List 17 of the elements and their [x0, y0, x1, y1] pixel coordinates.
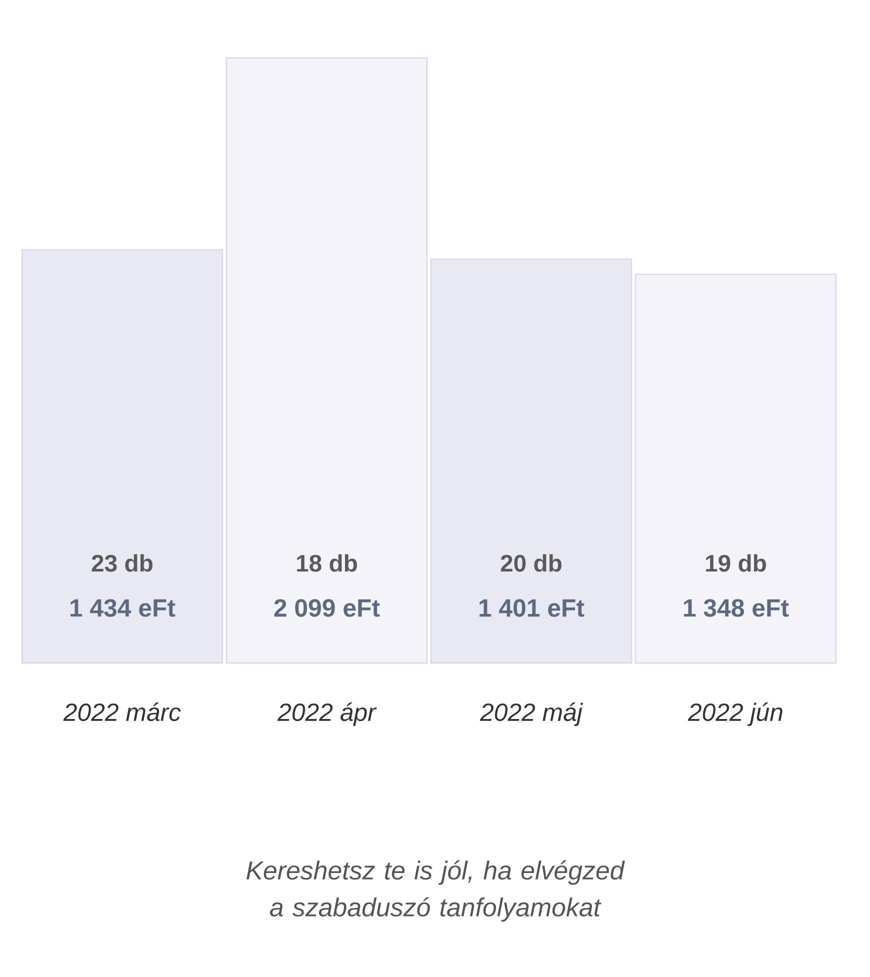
- annotation: 18 db: [297, 554, 357, 572]
- bar: [634, 274, 837, 664]
- x-tick-label: 2022 ápr: [277, 702, 377, 726]
- bar: [226, 57, 428, 664]
- annotation: 23 db: [92, 554, 152, 572]
- data-label: 1 348 eFt: [684, 599, 789, 617]
- x-tick-label: 2022 márc: [63, 702, 181, 722]
- x-tick-label: 2022 jún: [688, 702, 782, 726]
- bar: [21, 249, 224, 664]
- x-tick-label: 2022 máj: [480, 702, 584, 726]
- data-label: 1 434 eFt: [70, 599, 176, 617]
- data-label: 2 099 eFt: [274, 599, 380, 617]
- annotation: 19 db: [706, 554, 766, 572]
- text: Kereshetsz te is jól, ha elvégzed a szabaduszó tanfolyamokat: [246, 860, 625, 922]
- data-label: 1 401 eFt: [480, 599, 584, 617]
- annotation: 20 db: [500, 554, 562, 572]
- bar: [430, 258, 632, 664]
